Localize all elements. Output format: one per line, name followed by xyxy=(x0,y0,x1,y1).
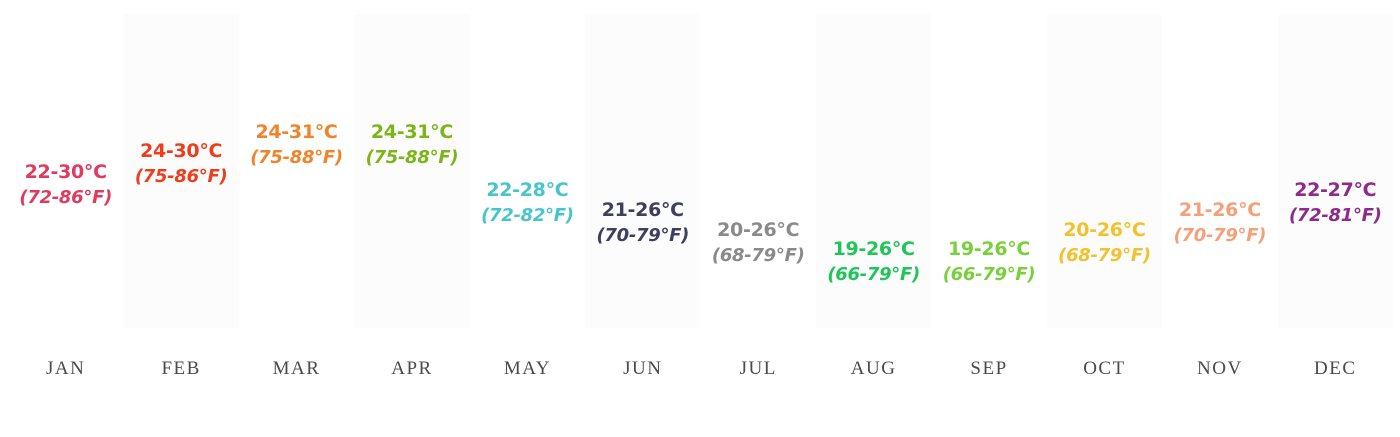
fahrenheit-range: (72-86°F) xyxy=(19,187,113,208)
month-label-jan: JAN xyxy=(46,358,86,379)
temperature-label-jan: 22-30°C (72-86°F) xyxy=(8,159,124,211)
month-column-jun xyxy=(585,14,701,328)
celsius-range: 22-28°C xyxy=(486,179,569,201)
month-label-sep: SEP xyxy=(970,358,1008,379)
fahrenheit-range: (75-88°F) xyxy=(365,147,459,168)
month-label-mar: MAR xyxy=(272,358,321,379)
temperature-label-jul: 20-26°C (68-79°F) xyxy=(700,217,816,269)
celsius-range: 21-26°C xyxy=(1178,199,1261,221)
month-label-apr: APR xyxy=(391,358,433,379)
fahrenheit-range: (66-79°F) xyxy=(942,264,1036,285)
month-column-mar xyxy=(239,14,354,328)
month-label-jul: JUL xyxy=(739,358,777,379)
month-column-dec xyxy=(1277,14,1393,328)
temperature-label-aug: 19-26°C (66-79°F) xyxy=(816,236,932,288)
celsius-range: 24-31°C xyxy=(370,121,454,143)
month-column-jul xyxy=(701,14,816,328)
fahrenheit-range: (72-81°F) xyxy=(1288,205,1382,226)
month-label-nov: NOV xyxy=(1197,358,1243,379)
temperature-label-jun: 21-26°C (70-79°F) xyxy=(585,197,701,249)
temperature-label-dec: 22-27°C (72-81°F) xyxy=(1277,177,1393,229)
temperature-label-sep: 19-26°C (66-79°F) xyxy=(931,236,1047,288)
celsius-range: 20-26°C xyxy=(1063,218,1146,241)
temperature-label-feb: 24-30°C (75-86°F) xyxy=(123,138,239,190)
month-column-feb xyxy=(123,14,239,328)
celsius-range: 24-31°C xyxy=(255,121,338,143)
fahrenheit-range: (68-79°F) xyxy=(711,244,805,266)
celsius-range: 24-30°C xyxy=(140,140,223,162)
month-label-may: MAY xyxy=(503,358,551,379)
fahrenheit-range: (68-79°F) xyxy=(1058,244,1151,266)
fahrenheit-range: (66-79°F) xyxy=(827,264,920,285)
month-column-apr xyxy=(354,14,470,328)
month-label-aug: AUG xyxy=(850,358,897,379)
celsius-range: 19-26°C xyxy=(832,238,915,260)
fahrenheit-range: (72-82°F) xyxy=(481,205,574,226)
celsius-range: 22-30°C xyxy=(24,161,107,183)
temperature-label-may: 22-28°C (72-82°F) xyxy=(469,177,585,229)
celsius-range: 21-26°C xyxy=(601,199,684,221)
temperature-label-apr: 24-31°C (75-88°F) xyxy=(354,119,470,171)
celsius-range: 20-26°C xyxy=(717,218,800,241)
month-label-oct: OCT xyxy=(1083,358,1126,379)
month-label-feb: FEB xyxy=(161,358,201,379)
temperature-label-oct: 20-26°C (68-79°F) xyxy=(1046,217,1162,269)
fahrenheit-range: (70-79°F) xyxy=(596,225,690,246)
month-label-dec: DEC xyxy=(1314,358,1357,379)
month-column-may xyxy=(470,14,585,328)
month-label-jun: JUN xyxy=(623,358,663,379)
temperature-label-mar: 24-31°C (75-88°F) xyxy=(239,119,355,171)
celsius-range: 22-27°C xyxy=(1294,179,1377,201)
celsius-range: 19-26°C xyxy=(947,238,1031,260)
fahrenheit-range: (75-86°F) xyxy=(134,166,228,187)
month-column-nov xyxy=(1162,14,1277,328)
month-column-aug xyxy=(815,14,932,328)
month-column-oct xyxy=(1046,14,1163,328)
fahrenheit-range: (75-88°F) xyxy=(250,147,343,168)
temperature-label-nov: 21-26°C (70-79°F) xyxy=(1162,197,1278,249)
fahrenheit-range: (70-79°F) xyxy=(1173,225,1267,246)
